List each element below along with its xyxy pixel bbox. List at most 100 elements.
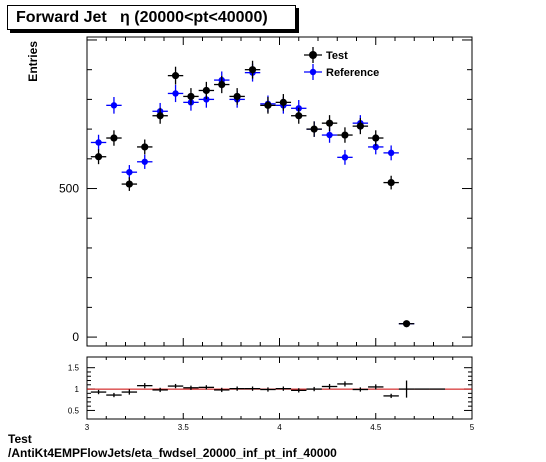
ratio-y-tick-label: 1 <box>75 385 80 394</box>
ratio-point <box>244 386 261 391</box>
test-point <box>352 118 369 135</box>
ratio-point <box>183 385 199 390</box>
test-marker <box>356 122 364 130</box>
test-point <box>167 66 184 85</box>
reference-point <box>121 165 138 180</box>
test-marker <box>233 92 241 101</box>
ratio-point <box>368 384 384 390</box>
test-point <box>90 149 107 165</box>
footer-label: Test /AntiKt4EMPFlowJets/eta_fwdsel_2000… <box>8 432 337 460</box>
ratio-point <box>260 387 276 392</box>
test-point <box>398 320 415 328</box>
ratio-point <box>291 388 307 393</box>
reference-point <box>106 97 122 114</box>
reference-point <box>321 127 338 143</box>
footer-line-2: /AntiKt4EMPFlowJets/eta_fwdsel_20000_inf… <box>8 446 337 460</box>
reference-marker <box>141 158 148 165</box>
test-marker <box>187 92 195 101</box>
test-marker <box>279 98 287 106</box>
y-tick-label: 0 <box>72 330 79 344</box>
ratio-point <box>352 387 369 392</box>
chart-title: Forward Jet η (20000<pt<40000) <box>16 9 268 26</box>
reference-marker <box>372 143 379 151</box>
ratio-point <box>106 392 122 398</box>
ratio-point <box>383 393 399 399</box>
test-point <box>275 94 292 111</box>
ratio-x-tick-label: 3.5 <box>178 423 190 432</box>
reference-marker <box>110 102 118 109</box>
reference-marker <box>387 149 395 157</box>
test-point <box>244 60 261 79</box>
reference-marker <box>126 168 133 176</box>
test-point <box>183 88 199 105</box>
test-marker <box>110 134 118 142</box>
reference-marker <box>203 96 210 103</box>
test-marker <box>372 134 380 142</box>
ratio-point <box>121 389 138 395</box>
ratio-point <box>398 380 415 398</box>
test-point <box>198 81 215 100</box>
reference-marker <box>326 131 333 139</box>
ratio-x-tick-label: 4.5 <box>370 423 382 432</box>
ratio-point <box>321 383 338 390</box>
reference-point <box>383 145 399 161</box>
ratio-x-tick-label: 4 <box>277 423 282 432</box>
test-point <box>229 88 245 105</box>
test-marker <box>295 112 303 120</box>
legend-test-label: Test <box>326 50 348 62</box>
ratio-y-tick-label: 1.5 <box>68 364 80 373</box>
test-marker <box>94 153 103 161</box>
test-point <box>137 139 153 155</box>
ratio-x-tick-label: 5 <box>470 423 475 432</box>
legend: Test Reference <box>304 47 379 80</box>
test-marker <box>264 101 272 109</box>
test-marker <box>218 80 226 89</box>
test-marker <box>141 143 149 151</box>
y-tick-label: 500 <box>59 182 79 196</box>
reference-point <box>90 134 107 151</box>
test-marker <box>156 112 164 120</box>
ratio-point <box>90 389 107 395</box>
ratio-plot: 0.5 1 1.5 3 3.5 4 4.5 5 <box>68 356 475 432</box>
test-marker <box>341 131 349 139</box>
legend-marker <box>309 68 317 76</box>
test-marker <box>248 66 257 74</box>
test-marker <box>202 86 210 95</box>
ratio-point <box>198 385 215 390</box>
test-marker <box>402 320 411 328</box>
reference-marker <box>341 154 349 161</box>
main-plot: 0 500 Entries Test Reference <box>26 36 473 347</box>
test-point <box>106 130 122 146</box>
footer-line-1: Test <box>8 432 32 446</box>
y-axis-label: Entries <box>26 41 40 82</box>
ratio-point <box>167 383 184 389</box>
test-marker <box>310 125 318 133</box>
main-plot-frame <box>86 36 473 347</box>
test-point <box>306 121 322 137</box>
test-point <box>321 115 338 132</box>
reference-point <box>167 84 184 103</box>
test-point <box>291 107 307 124</box>
test-point <box>152 107 168 124</box>
ratio-point <box>275 386 292 391</box>
ratio-point <box>306 386 322 392</box>
ratio-point <box>337 381 353 387</box>
test-point <box>368 130 384 146</box>
test-marker <box>387 178 395 187</box>
test-point <box>260 97 276 114</box>
ratio-point <box>137 383 153 389</box>
legend-reference-label: Reference <box>326 67 379 79</box>
reference-marker <box>95 139 102 146</box>
test-point <box>383 175 399 190</box>
ratio-point <box>214 387 230 393</box>
ratio-point <box>229 386 245 391</box>
ratio-y-tick-label: 0.5 <box>68 406 80 415</box>
ratio-point <box>152 387 168 393</box>
reference-point <box>337 149 353 165</box>
reference-point <box>137 154 153 169</box>
test-point <box>121 177 138 191</box>
legend-marker <box>309 51 317 59</box>
test-point <box>337 127 353 143</box>
test-marker <box>125 180 133 188</box>
